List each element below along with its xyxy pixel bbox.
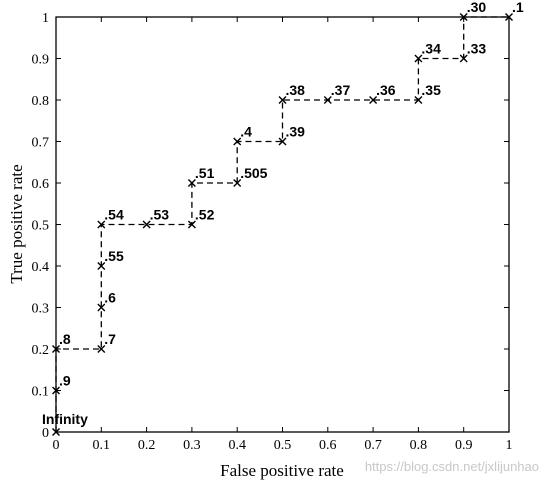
- y-tick-label: 0.7: [32, 136, 50, 151]
- y-tick-label: 0.3: [32, 302, 50, 317]
- y-tick-label: 0.2: [32, 343, 50, 358]
- point-label: .4: [240, 124, 252, 140]
- x-tick-label: 0: [53, 438, 60, 453]
- point-label: .36: [376, 82, 396, 98]
- point-label: .51: [195, 165, 215, 181]
- point-label: .37: [331, 82, 351, 98]
- data-point-marker: [142, 220, 151, 229]
- x-tick-label: 0.8: [410, 438, 428, 453]
- point-label: Infinity: [42, 411, 88, 427]
- point-label: .1: [512, 0, 524, 15]
- x-tick-label: 1: [506, 438, 513, 453]
- y-tick-label: 0.4: [32, 260, 50, 275]
- x-tick-label: 0.3: [183, 438, 201, 453]
- data-point-marker: [52, 428, 60, 436]
- point-label: .38: [286, 82, 306, 98]
- point-label: .54: [104, 207, 124, 223]
- point-label: .505: [240, 165, 267, 181]
- data-point-marker: [323, 96, 332, 104]
- x-tick-label: 0.9: [455, 438, 473, 453]
- point-label: .8: [59, 331, 71, 347]
- data-point-marker: [459, 54, 468, 63]
- point-label: .30: [467, 0, 487, 15]
- data-point-marker: [187, 179, 196, 187]
- series-layer: [52, 13, 513, 436]
- point-label: .34: [421, 41, 441, 57]
- data-point-marker: [414, 96, 423, 104]
- data-point-marker: [414, 54, 423, 63]
- point-label: .39: [286, 124, 306, 140]
- y-tick-label: 0.9: [32, 53, 50, 68]
- y-tick-label: 0: [42, 426, 49, 441]
- data-point-marker: [97, 303, 106, 312]
- data-point-marker: [187, 220, 196, 229]
- y-tick-label: 1: [42, 11, 49, 26]
- point-label: .7: [104, 331, 116, 347]
- roc-curve-line: [55, 16, 509, 432]
- y-tick-label: 0.6: [32, 177, 50, 192]
- x-tick-label: 0.7: [364, 438, 382, 453]
- axis-ticks: 0 0.1 0.2 0.3 0.4 0.5 0.6 0.7 0.8 0.9 1 0 0.1 0.2 0.3 0…: [32, 11, 513, 453]
- data-point-marker: [278, 96, 287, 104]
- data-point-marker: [233, 179, 242, 187]
- data-point-marker: [459, 13, 468, 21]
- y-tick-label: 0.1: [32, 385, 50, 400]
- point-label: .33: [467, 41, 487, 57]
- data-point-marker: [278, 137, 287, 146]
- data-point-marker: [97, 345, 106, 353]
- point-label: .9: [59, 373, 71, 389]
- x-tick-label: 0.6: [319, 438, 337, 453]
- y-tick-label: 0.8: [32, 94, 50, 109]
- data-point-marker: [52, 345, 60, 353]
- data-point-marker: [505, 13, 513, 21]
- x-tick-label: 0.5: [274, 438, 292, 453]
- x-axis-title: False positive rate: [220, 461, 344, 480]
- y-tick-label: 0.5: [32, 219, 50, 234]
- point-label: .55: [104, 248, 124, 264]
- point-label: .35: [421, 82, 441, 98]
- point-label: .6: [104, 290, 116, 306]
- watermark-text: https://blog.csdn.net/jxlijunhao: [365, 459, 539, 474]
- data-point-marker: [52, 386, 60, 395]
- point-label: .52: [195, 207, 215, 223]
- point-label: .53: [150, 207, 170, 223]
- data-point-marker: [369, 96, 378, 104]
- point-labels-layer: Infinity .9 .8 .7 .6 .55 .54 .53 .52 .51 .505 .4 .39…: [42, 0, 524, 427]
- data-point-marker: [97, 220, 106, 229]
- x-tick-label: 0.1: [93, 438, 111, 453]
- x-tick-label: 0.2: [138, 438, 156, 453]
- data-point-marker: [233, 137, 242, 146]
- data-point-marker: [97, 262, 106, 270]
- y-axis-title: True positive rate: [7, 164, 26, 283]
- x-tick-label: 0.4: [228, 438, 246, 453]
